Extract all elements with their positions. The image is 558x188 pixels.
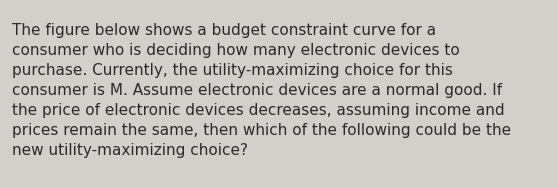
Text: The figure below shows a budget constraint curve for a
consumer who is deciding : The figure below shows a budget constrai…	[12, 23, 511, 158]
